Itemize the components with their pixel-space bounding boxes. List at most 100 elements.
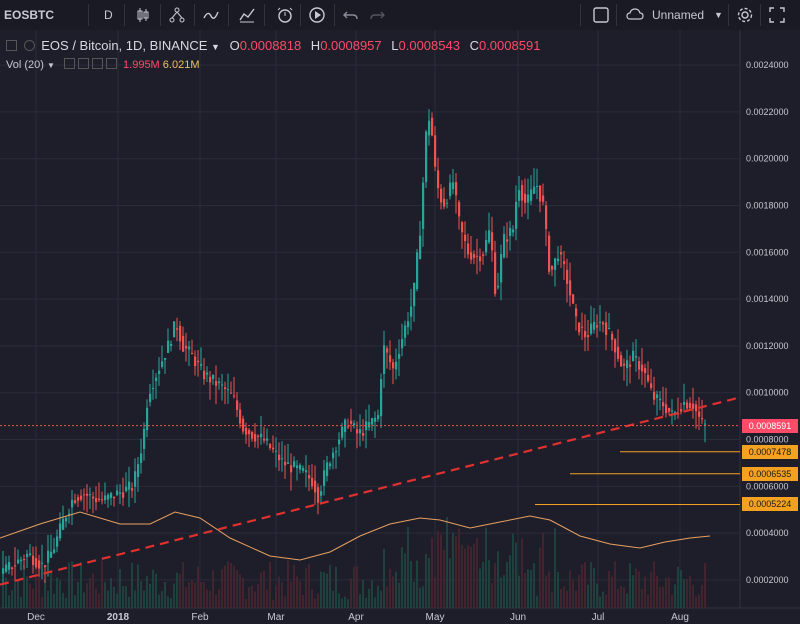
candle-body	[125, 486, 128, 491]
candle-body	[347, 426, 350, 428]
volume-bar	[650, 571, 652, 608]
cloud-icon[interactable]	[626, 6, 644, 24]
candle-body	[650, 383, 653, 388]
volume-bar	[245, 599, 247, 608]
toolbar-divider	[194, 4, 195, 26]
volume-bar	[392, 576, 394, 608]
volume-bar	[62, 592, 64, 608]
candle-body	[227, 389, 230, 391]
price-chart[interactable]: 0.00020000.00040000.00060000.00080000.00…	[0, 30, 800, 624]
volume-bar	[512, 533, 514, 608]
volume-bar	[377, 585, 379, 608]
x-tick-label: Dec	[27, 612, 45, 623]
visibility-icon[interactable]	[23, 40, 35, 51]
volume-bar	[20, 596, 22, 608]
candle-body	[455, 182, 458, 196]
volume-bar	[407, 526, 409, 608]
candle-body	[428, 120, 431, 136]
volume-bar	[569, 570, 571, 608]
candle-body	[332, 452, 335, 459]
templates-icon[interactable]	[238, 6, 256, 24]
candle-body	[536, 186, 539, 188]
compare-icon[interactable]	[202, 6, 220, 24]
volume-bar	[299, 581, 301, 608]
volume-bar	[296, 576, 298, 608]
candle-body	[107, 494, 110, 500]
more-icon[interactable]	[105, 58, 117, 69]
candle-body	[191, 352, 194, 355]
volume-bar	[233, 565, 235, 608]
candle-body	[380, 379, 383, 417]
layout-name[interactable]: Unnamed	[652, 8, 705, 22]
candle-body	[593, 321, 596, 330]
volume-bar	[281, 582, 283, 608]
candle-body	[11, 567, 14, 570]
candles-icon[interactable]	[134, 6, 152, 24]
fullscreen-icon[interactable]	[768, 6, 786, 24]
toolbar-divider	[580, 4, 581, 26]
candle-body	[38, 560, 41, 569]
volume-bar	[347, 599, 349, 608]
volume-bar	[515, 542, 517, 608]
candle-body	[659, 398, 662, 401]
chevron-down-icon[interactable]: ▼	[714, 10, 723, 20]
candle-body	[389, 355, 392, 363]
volume-bar	[224, 565, 226, 608]
alert-icon[interactable]	[276, 6, 294, 24]
volume-bar	[536, 595, 538, 608]
chevron-down-icon[interactable]: ▼	[211, 42, 220, 52]
volume-bar	[161, 591, 163, 608]
candle-body	[248, 429, 251, 435]
candle-body	[635, 356, 638, 358]
candle-body	[335, 451, 338, 453]
volume-label[interactable]: Vol (20)	[6, 59, 44, 71]
settings-icon[interactable]	[77, 58, 89, 69]
volume-bar	[557, 572, 559, 608]
volume-bar	[617, 588, 619, 608]
volume-bar	[332, 590, 334, 608]
volume-bar	[443, 549, 445, 608]
replay-icon[interactable]	[308, 6, 326, 24]
volume-bar	[497, 551, 499, 608]
volume-bar	[266, 589, 268, 608]
eye-icon[interactable]	[63, 58, 75, 69]
toolbar-divider	[264, 4, 265, 26]
y-tick-label: 0.0014000	[746, 294, 789, 304]
volume-bar	[191, 580, 193, 608]
candle-body	[68, 513, 71, 515]
chevron-down-icon[interactable]: ▼	[46, 61, 55, 70]
candle-body	[26, 553, 29, 557]
candle-body	[74, 500, 77, 503]
layout-square-icon[interactable]	[592, 6, 610, 24]
candle-body	[467, 243, 470, 255]
candle-body	[59, 523, 62, 539]
candle-body	[341, 426, 344, 438]
volume-bar	[314, 599, 316, 608]
candle-body	[551, 265, 554, 270]
candle-body	[218, 381, 221, 384]
collapse-icon[interactable]	[6, 40, 17, 51]
candle-body	[458, 202, 461, 217]
candle-body	[206, 372, 209, 375]
volume-bar	[491, 583, 493, 608]
volume-ma-value: 6.021M	[162, 59, 200, 71]
volume-bar	[164, 581, 166, 608]
volume-bar	[641, 588, 643, 608]
volume-bar	[689, 575, 691, 608]
indicators-icon[interactable]	[168, 6, 186, 24]
symbol-search[interactable]: EOSBTC	[4, 8, 55, 22]
interval-button[interactable]: D	[104, 8, 113, 22]
undo-icon[interactable]	[342, 6, 360, 24]
candle-body	[149, 393, 152, 403]
volume-bar	[482, 561, 484, 608]
toolbar-divider	[300, 4, 301, 26]
volume-bar	[107, 590, 109, 608]
volume-bar	[311, 589, 313, 608]
close-icon[interactable]	[91, 58, 103, 69]
redo-icon[interactable]	[368, 6, 386, 24]
volume-bar	[80, 561, 82, 608]
gear-icon[interactable]	[736, 6, 754, 24]
volume-bar	[17, 579, 19, 608]
series-title[interactable]: EOS / Bitcoin, 1D, BINANCE	[41, 38, 208, 53]
volume-bar	[524, 573, 526, 608]
